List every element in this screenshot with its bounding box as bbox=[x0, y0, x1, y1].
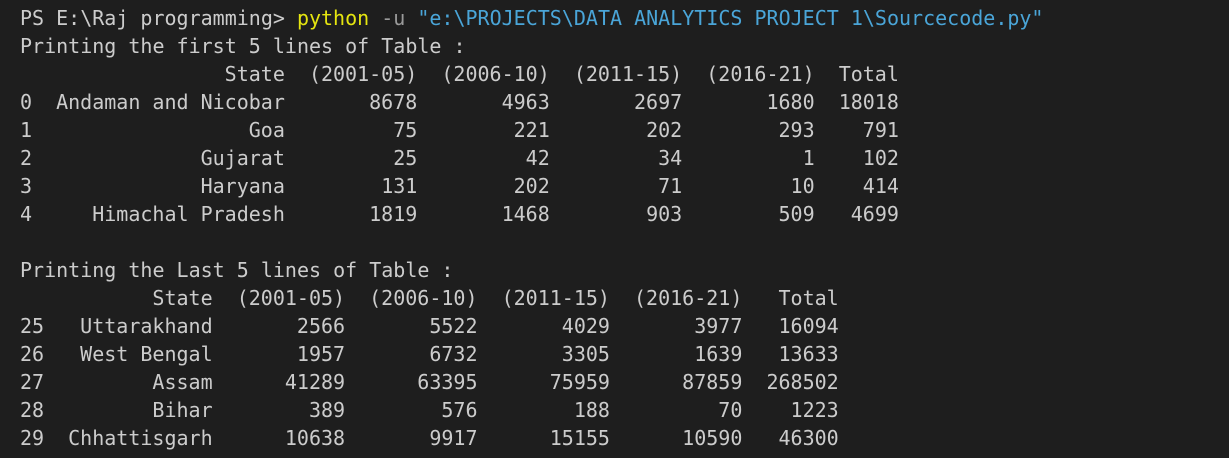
value-cell: 1680 bbox=[766, 90, 815, 114]
table-caption: Printing the Last 5 lines of Table : bbox=[20, 258, 454, 282]
prompt-prefix: PS E:\Raj programming> bbox=[20, 6, 285, 30]
value-cell: 1223 bbox=[790, 398, 839, 422]
column-header: (2006-10) bbox=[441, 62, 550, 86]
value-cell: 25 bbox=[393, 146, 418, 170]
state-cell: Haryana bbox=[200, 174, 285, 198]
row-index: 0 bbox=[20, 90, 33, 114]
value-cell: 10590 bbox=[682, 426, 743, 450]
value-cell: 34 bbox=[658, 146, 683, 170]
column-header: (2011-15) bbox=[573, 62, 683, 86]
value-cell: 3305 bbox=[561, 342, 610, 366]
value-cell: 4963 bbox=[501, 90, 550, 114]
value-cell: 1819 bbox=[369, 202, 418, 226]
value-cell: 102 bbox=[862, 146, 899, 170]
value-cell: 71 bbox=[658, 174, 683, 198]
flag: -u bbox=[381, 6, 406, 30]
column-header: State bbox=[224, 62, 285, 86]
value-cell: 13633 bbox=[778, 342, 839, 366]
value-cell: 75 bbox=[393, 118, 418, 142]
value-cell: 1 bbox=[802, 146, 815, 170]
value-cell: 188 bbox=[573, 398, 610, 422]
column-header: Total bbox=[778, 286, 839, 310]
value-cell: 18018 bbox=[838, 90, 899, 114]
value-cell: 70 bbox=[718, 398, 743, 422]
value-cell: 293 bbox=[778, 118, 815, 142]
value-cell: 202 bbox=[646, 118, 683, 142]
state-cell: Uttarakhand bbox=[80, 314, 213, 338]
value-cell: 509 bbox=[778, 202, 815, 226]
column-header: State bbox=[152, 286, 213, 310]
row-index: 4 bbox=[20, 202, 33, 226]
column-header: Total bbox=[838, 62, 899, 86]
value-cell: 1468 bbox=[501, 202, 550, 226]
row-index: 2 bbox=[20, 146, 33, 170]
column-header: (2001-05) bbox=[236, 286, 346, 310]
value-cell: 10638 bbox=[284, 426, 346, 450]
table-caption: Printing the first 5 lines of Table : bbox=[20, 34, 466, 58]
value-cell: 5522 bbox=[429, 314, 478, 338]
value-cell: 791 bbox=[862, 118, 899, 142]
value-cell: 576 bbox=[441, 398, 478, 422]
value-cell: 1639 bbox=[694, 342, 743, 366]
value-cell: 87859 bbox=[682, 370, 743, 394]
value-cell: 6732 bbox=[429, 342, 478, 366]
value-cell: 63395 bbox=[417, 370, 478, 394]
state-cell: Chhattisgarh bbox=[68, 426, 213, 450]
state-cell: Bihar bbox=[152, 398, 213, 422]
value-cell: 16094 bbox=[778, 314, 839, 338]
column-header: (2016-21) bbox=[634, 286, 743, 310]
value-cell: 202 bbox=[513, 174, 550, 198]
state-cell: Goa bbox=[248, 118, 285, 142]
state-cell: West Bengal bbox=[80, 342, 213, 366]
value-cell: 4029 bbox=[561, 314, 610, 338]
state-cell: Himachal Pradesh bbox=[92, 202, 285, 226]
row-index: 29 bbox=[20, 426, 45, 450]
row-index: 3 bbox=[20, 174, 33, 198]
state-cell: Assam bbox=[152, 370, 213, 394]
value-cell: 1957 bbox=[296, 342, 346, 366]
value-cell: 131 bbox=[381, 174, 418, 198]
value-cell: 75959 bbox=[549, 370, 610, 394]
value-cell: 10 bbox=[790, 174, 815, 198]
script-path: "e:\PROJECTS\DATA ANALYTICS PROJECT 1\So… bbox=[417, 6, 1044, 30]
value-cell: 41289 bbox=[284, 370, 346, 394]
value-cell: 2566 bbox=[296, 314, 346, 338]
value-cell: 2697 bbox=[634, 90, 683, 114]
value-cell: 414 bbox=[862, 174, 899, 198]
state-cell: Gujarat bbox=[200, 146, 285, 170]
value-cell: 389 bbox=[308, 398, 346, 422]
value-cell: 9917 bbox=[429, 426, 478, 450]
value-cell: 4699 bbox=[850, 202, 899, 226]
column-header: (2001-05) bbox=[308, 62, 418, 86]
row-index: 25 bbox=[20, 314, 45, 338]
value-cell: 268502 bbox=[766, 370, 839, 394]
row-index: 26 bbox=[20, 342, 45, 366]
row-index: 27 bbox=[20, 370, 45, 394]
column-header: (2006-10) bbox=[369, 286, 478, 310]
column-header: (2011-15) bbox=[501, 286, 610, 310]
value-cell: 8678 bbox=[369, 90, 418, 114]
value-cell: 3977 bbox=[694, 314, 743, 338]
column-header: (2016-21) bbox=[706, 62, 815, 86]
command: python bbox=[296, 6, 370, 30]
value-cell: 221 bbox=[513, 118, 550, 142]
state-cell: Andaman and Nicobar bbox=[56, 90, 285, 114]
row-index: 1 bbox=[20, 118, 33, 142]
value-cell: 42 bbox=[525, 146, 550, 170]
value-cell: 46300 bbox=[778, 426, 839, 450]
value-cell: 903 bbox=[646, 202, 683, 226]
row-index: 28 bbox=[20, 398, 45, 422]
value-cell: 15155 bbox=[549, 426, 610, 450]
